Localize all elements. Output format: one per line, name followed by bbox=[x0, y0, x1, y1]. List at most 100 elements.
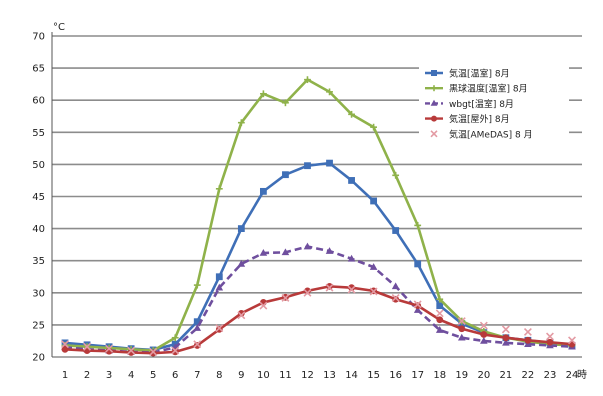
marker-stroke bbox=[413, 300, 422, 309]
marker-stroke bbox=[430, 130, 438, 138]
data-point-marker bbox=[259, 90, 267, 98]
data-point-marker bbox=[215, 273, 223, 281]
data-point-marker bbox=[237, 311, 246, 320]
legend-label: 気温[屋外] 8月 bbox=[449, 113, 510, 125]
marker-stroke bbox=[303, 288, 312, 297]
data-point-marker bbox=[149, 349, 157, 357]
data-point-marker bbox=[215, 185, 223, 193]
y-tick-label: 35 bbox=[32, 256, 45, 267]
data-point-marker bbox=[546, 338, 554, 346]
data-point-marker bbox=[436, 295, 444, 303]
data-point-marker bbox=[457, 333, 466, 341]
series-4 bbox=[61, 282, 576, 357]
series-line bbox=[64, 161, 573, 352]
x-tick-label: 10 bbox=[257, 370, 270, 381]
marker-stroke bbox=[523, 327, 532, 336]
x-tick-label: 14 bbox=[345, 370, 358, 381]
legend-item: 気温[屋外] 8月 bbox=[425, 113, 510, 125]
series-line bbox=[64, 78, 573, 352]
x-tick-label: 17 bbox=[411, 370, 424, 381]
data-point-marker bbox=[436, 302, 444, 310]
data-point-marker bbox=[215, 325, 223, 333]
data-point-marker bbox=[282, 171, 289, 179]
data-point-marker bbox=[392, 171, 400, 179]
data-point-marker bbox=[413, 306, 422, 313]
data-point-marker bbox=[430, 99, 438, 106]
data-point-marker bbox=[502, 334, 510, 342]
data-point-marker bbox=[303, 242, 312, 250]
data-point-marker bbox=[281, 293, 290, 302]
marker-stroke bbox=[457, 317, 466, 326]
data-point-marker bbox=[524, 336, 532, 344]
data-point-marker bbox=[414, 260, 422, 268]
x-tick-label: 18 bbox=[433, 370, 446, 381]
data-point-marker bbox=[237, 259, 246, 267]
data-point-marker bbox=[193, 340, 202, 349]
data-point-marker bbox=[259, 248, 268, 256]
x-tick-label: 23 bbox=[544, 370, 557, 381]
data-point-marker bbox=[193, 324, 202, 331]
data-point-marker bbox=[105, 344, 114, 353]
data-point-marker bbox=[83, 342, 92, 351]
data-point-marker bbox=[480, 336, 488, 344]
data-point-marker bbox=[61, 345, 69, 353]
data-point-marker bbox=[545, 332, 554, 341]
data-point-marker bbox=[347, 254, 356, 262]
y-tick-label: 65 bbox=[32, 64, 45, 75]
legend-item: wbgt[温室] 8月 bbox=[425, 98, 514, 110]
y-unit-label: °C bbox=[53, 22, 65, 33]
data-point-marker bbox=[127, 346, 136, 355]
data-point-marker bbox=[193, 318, 201, 326]
y-tick-label: 50 bbox=[32, 160, 45, 171]
series-layer bbox=[61, 76, 576, 357]
data-point-marker bbox=[259, 301, 268, 310]
data-point-marker bbox=[568, 336, 576, 345]
legend-background bbox=[419, 64, 569, 144]
data-point-marker bbox=[457, 317, 466, 326]
x-tick-label: 1 bbox=[62, 370, 68, 381]
data-point-marker bbox=[369, 263, 378, 270]
data-point-marker bbox=[523, 327, 532, 336]
data-point-marker bbox=[480, 331, 488, 338]
y-tick-label: 20 bbox=[32, 353, 45, 364]
data-point-marker bbox=[237, 309, 245, 317]
series-line bbox=[64, 245, 573, 354]
data-point-marker bbox=[259, 187, 267, 195]
data-point-marker bbox=[171, 346, 180, 355]
data-point-marker bbox=[325, 283, 334, 292]
y-tick-label: 55 bbox=[32, 128, 45, 139]
data-point-marker bbox=[303, 288, 312, 297]
data-point-marker bbox=[436, 316, 444, 324]
x-tick-label: 22 bbox=[522, 370, 535, 381]
data-point-marker bbox=[413, 300, 422, 309]
marker-stroke bbox=[347, 285, 356, 294]
data-point-marker bbox=[501, 325, 510, 334]
x-tick-label: 16 bbox=[389, 370, 402, 381]
data-point-marker bbox=[171, 334, 179, 342]
data-point-marker bbox=[392, 227, 400, 234]
marker-stroke bbox=[215, 324, 224, 333]
x-tick-label: 3 bbox=[106, 370, 112, 381]
marker-stroke bbox=[369, 287, 378, 296]
data-point-marker bbox=[193, 281, 201, 289]
y-tick-label: 40 bbox=[32, 224, 45, 235]
legend-label: 気温[AMeDAS] 8 月 bbox=[449, 128, 533, 140]
marker-stroke bbox=[325, 283, 334, 292]
data-point-marker bbox=[479, 321, 488, 330]
x-unit-label: 時 bbox=[577, 369, 587, 381]
x-tick-label: 24 bbox=[566, 370, 579, 381]
series-5 bbox=[61, 283, 576, 356]
data-point-marker bbox=[149, 347, 158, 356]
legend-label: 気温[温室] 8月 bbox=[449, 68, 510, 80]
legend-label: 黒球温度[温室] 8月 bbox=[449, 83, 528, 95]
x-tick-label: 19 bbox=[455, 370, 468, 381]
data-point-marker bbox=[435, 309, 444, 318]
y-tick-label: 60 bbox=[32, 96, 45, 107]
data-point-marker bbox=[237, 119, 245, 127]
marker-stroke bbox=[193, 340, 202, 349]
data-point-marker bbox=[431, 85, 437, 92]
data-point-marker bbox=[281, 248, 290, 256]
x-tick-label: 12 bbox=[301, 370, 314, 381]
